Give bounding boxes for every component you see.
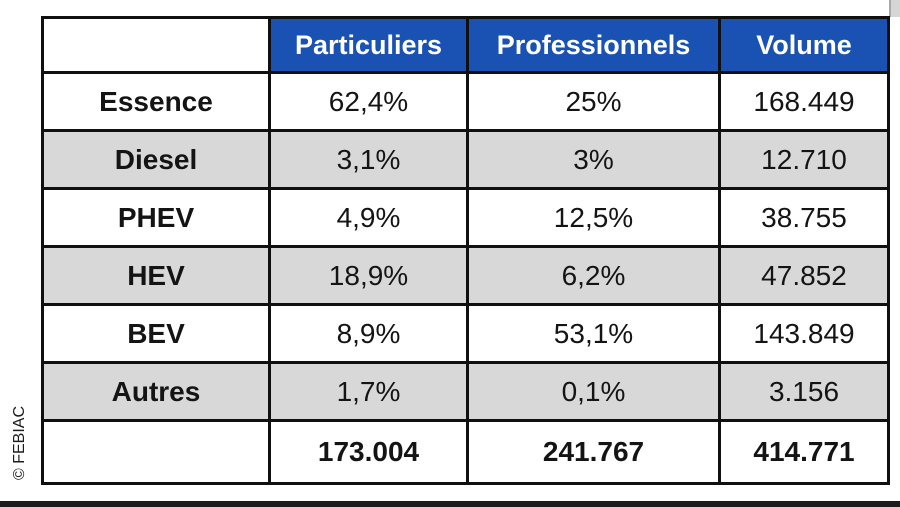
cell-diesel-volume: 12.710 [718, 129, 890, 190]
cell-autres-particuliers: 1,7% [268, 361, 469, 422]
cell-diesel-professionnels: 3% [466, 129, 721, 190]
cell-bev-volume: 143.849 [718, 303, 890, 364]
febiac-copyright-text: © FEBIAC [11, 405, 28, 481]
cell-autres-professionnels: 0,1% [466, 361, 721, 422]
table-row-autres: Autres 1,7% 0,1% 3.156 [41, 361, 890, 422]
cell-hev-volume: 47.852 [718, 245, 890, 306]
cell-autres-volume: 3.156 [718, 361, 890, 422]
table-row-hev: HEV 18,9% 6,2% 47.852 [41, 245, 890, 306]
cell-phev-professionnels: 12,5% [466, 187, 721, 248]
vehicle-registrations-table: Particuliers Professionnels Volume Essen… [41, 16, 890, 485]
row-label-bev: BEV [41, 303, 271, 364]
row-label-phev: PHEV [41, 187, 271, 248]
col-header-particuliers: Particuliers [268, 16, 469, 74]
cell-bev-professionnels: 53,1% [466, 303, 721, 364]
row-label-hev: HEV [41, 245, 271, 306]
table-row-bev: BEV 8,9% 53,1% 143.849 [41, 303, 890, 364]
cell-total-particuliers: 173.004 [268, 419, 469, 485]
row-label-essence: Essence [41, 71, 271, 132]
row-label-autres: Autres [41, 361, 271, 422]
col-header-volume: Volume [718, 16, 890, 74]
cell-diesel-particuliers: 3,1% [268, 129, 469, 190]
cell-phev-particuliers: 4,9% [268, 187, 469, 248]
cell-phev-volume: 38.755 [718, 187, 890, 248]
cell-total-professionnels: 241.767 [466, 419, 721, 485]
cell-essence-volume: 168.449 [718, 71, 890, 132]
table-row-totals: 173.004 241.767 414.771 [41, 419, 890, 485]
table-row-phev: PHEV 4,9% 12,5% 38.755 [41, 187, 890, 248]
cell-hev-professionnels: 6,2% [466, 245, 721, 306]
cell-bev-particuliers: 8,9% [268, 303, 469, 364]
table-row-diesel: Diesel 3,1% 3% 12.710 [41, 129, 890, 190]
cell-essence-particuliers: 62,4% [268, 71, 469, 132]
cell-total-volume: 414.771 [718, 419, 890, 485]
col-header-professionnels: Professionnels [466, 16, 721, 74]
bottom-divider-bar [0, 501, 900, 507]
top-right-partial-shape [889, 0, 900, 17]
table-row-essence: Essence 62,4% 25% 168.449 [41, 71, 890, 132]
row-label-diesel: Diesel [41, 129, 271, 190]
cell-hev-particuliers: 18,9% [268, 245, 469, 306]
totals-corner-cell [41, 419, 271, 485]
table-header-row: Particuliers Professionnels Volume [41, 16, 890, 74]
corner-cell [41, 16, 271, 74]
cell-essence-professionnels: 25% [466, 71, 721, 132]
